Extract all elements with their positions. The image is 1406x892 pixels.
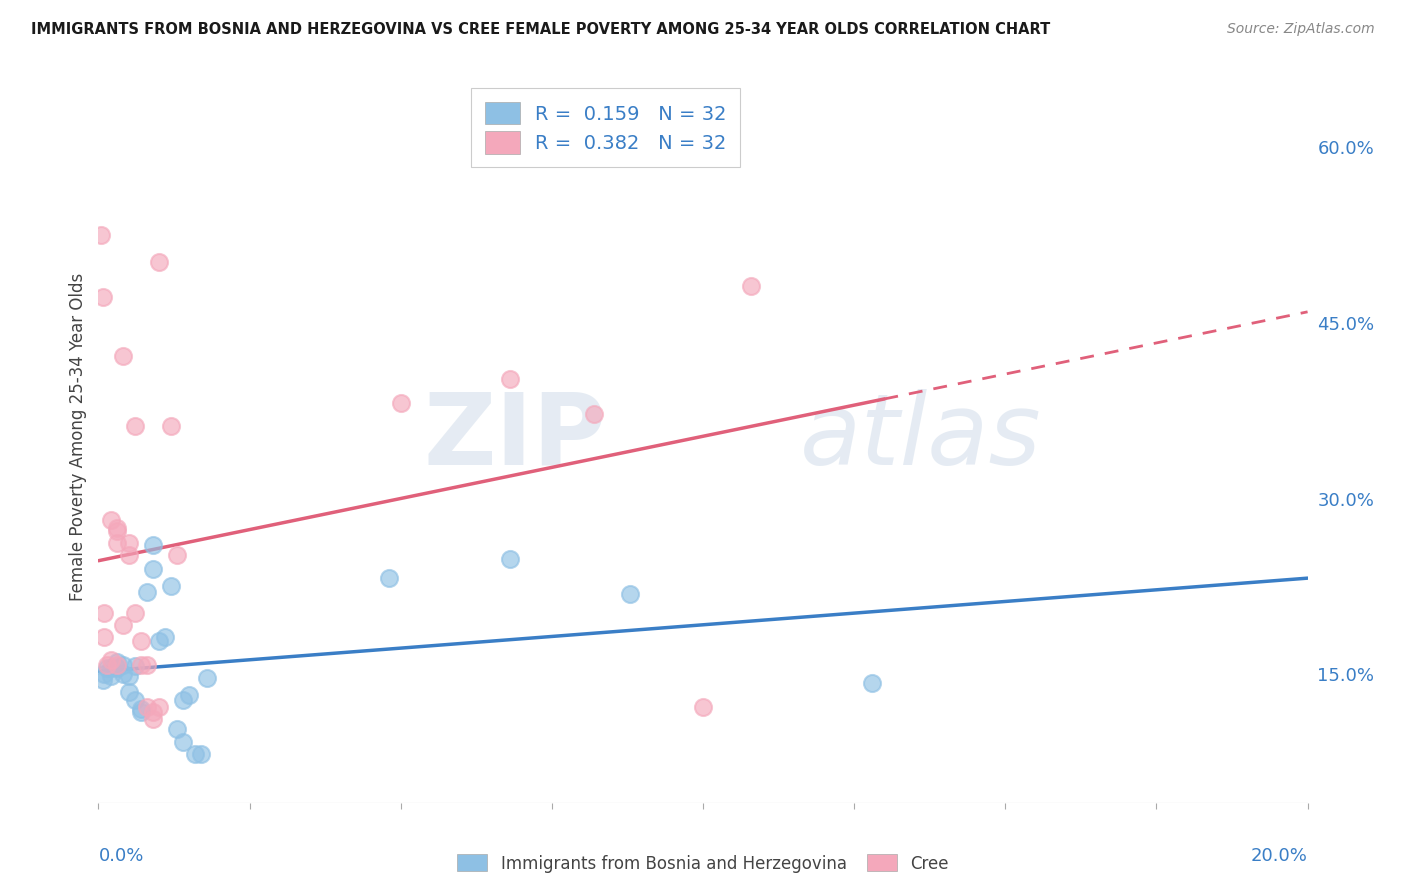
Point [91,673,114,687]
Point [692,699,714,714]
Legend: Immigrants from Bosnia and Herzegovina, Cree: Immigrants from Bosnia and Herzegovina, … [451,847,955,880]
Point [190,747,212,761]
Point [148,634,170,648]
Point [135,699,157,714]
Point [498,552,520,566]
Point [105,661,128,675]
Text: ZIP: ZIP [423,389,606,485]
Point [90,228,112,243]
Point [142,705,165,719]
Point [172,693,194,707]
Point [498,372,520,386]
Point [740,278,762,293]
Point [142,712,165,726]
Legend: R =  0.159   N = 32, R =  0.382   N = 32: R = 0.159 N = 32, R = 0.382 N = 32 [471,88,740,168]
Point [166,548,188,562]
Text: IMMIGRANTS FROM BOSNIA AND HERZEGOVINA VS CREE FEMALE POVERTY AMONG 25-34 YEAR O: IMMIGRANTS FROM BOSNIA AND HERZEGOVINA V… [31,22,1050,37]
Point [100,661,122,675]
Point [118,536,141,550]
Point [129,634,152,648]
Point [153,630,176,644]
Point [124,693,146,707]
Point [166,722,188,736]
Point [389,395,412,409]
Point [860,676,883,690]
Point [118,684,141,698]
Point [105,657,128,672]
Point [118,669,141,683]
Point [195,671,218,685]
Point [96,657,118,672]
Text: 0.0%: 0.0% [98,847,143,864]
Point [100,669,122,683]
Text: Source: ZipAtlas.com: Source: ZipAtlas.com [1227,22,1375,37]
Point [184,747,207,761]
Point [93,667,115,681]
Y-axis label: Female Poverty Among 25-34 Year Olds: Female Poverty Among 25-34 Year Olds [69,273,87,601]
Point [142,538,165,552]
Point [135,585,157,599]
Point [129,702,152,716]
Point [111,657,134,672]
Point [142,562,165,576]
Point [111,667,134,681]
Text: atlas: atlas [800,389,1042,485]
Point [124,606,146,620]
Point [179,688,201,702]
Point [93,630,115,644]
Text: 20.0%: 20.0% [1251,847,1308,864]
Point [377,571,399,585]
Point [148,699,170,714]
Point [105,524,128,539]
Point [129,705,152,719]
Point [105,536,128,550]
Point [172,735,194,749]
Point [118,548,141,562]
Point [148,255,170,269]
Point [160,579,183,593]
Point [100,512,122,526]
Point [93,606,115,620]
Point [129,657,152,672]
Point [135,657,157,672]
Point [96,661,118,675]
Point [619,587,641,601]
Point [583,407,606,421]
Point [105,521,128,535]
Point [111,618,134,632]
Point [91,290,114,304]
Point [105,656,128,670]
Point [111,349,134,363]
Point [160,419,183,434]
Point [124,658,146,673]
Point [124,419,146,434]
Point [100,653,122,667]
